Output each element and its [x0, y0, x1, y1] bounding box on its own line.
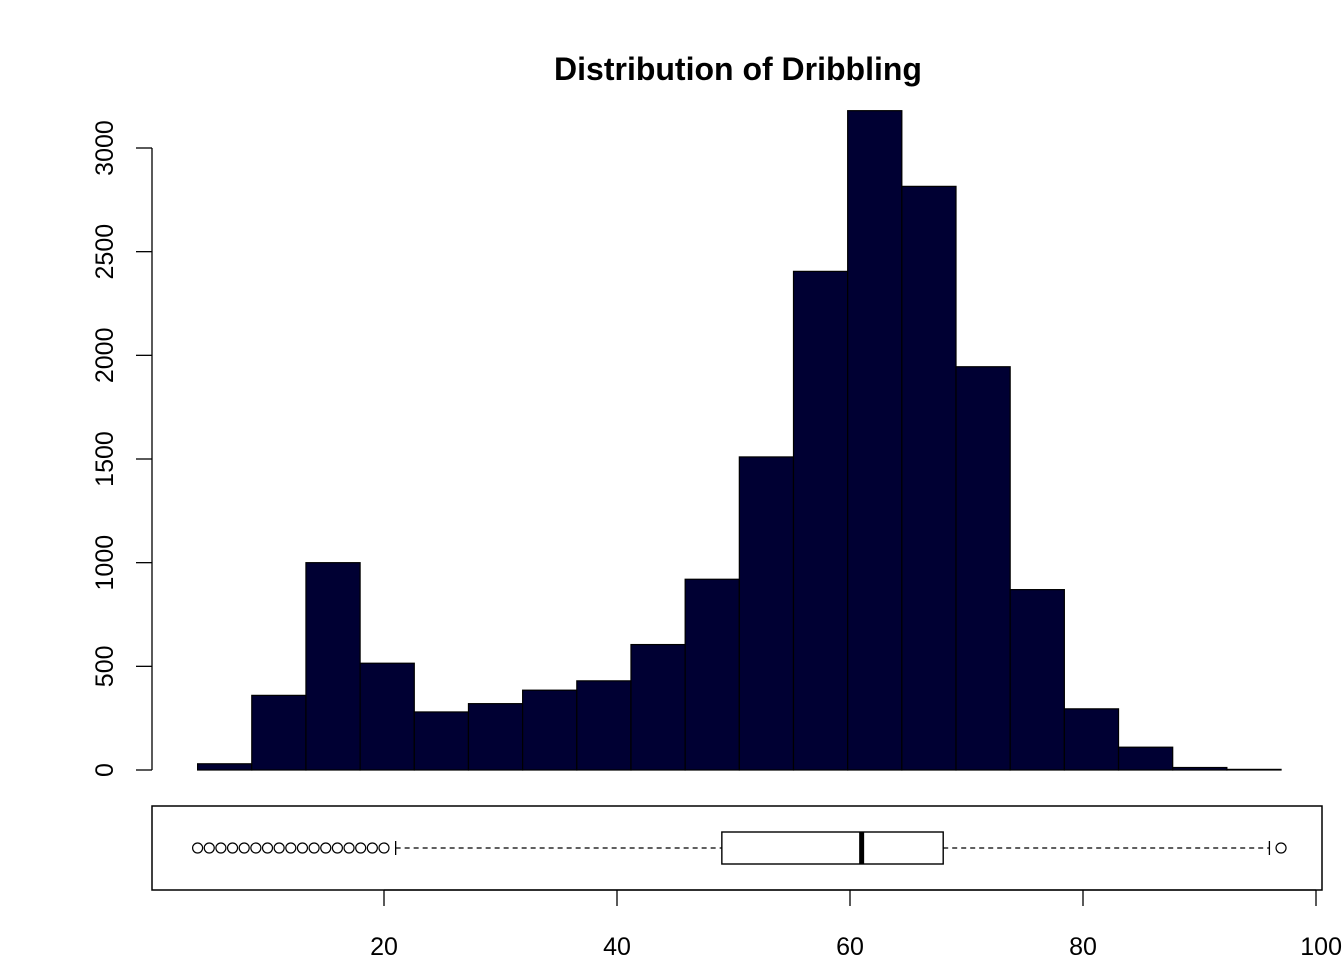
x-tick-label-1: 40: [603, 933, 631, 960]
histogram-bar-1: [251, 694, 307, 771]
x-tick-label-4: 100: [1300, 933, 1342, 960]
boxplot-outlier-0: [192, 842, 204, 854]
boxplot-outlier-10: [308, 842, 320, 854]
boxplot-outlier-3: [226, 842, 239, 854]
boxplot-outlier-16: [378, 842, 390, 854]
boxplot-outlier-17: [1275, 842, 1287, 854]
histogram-bar-0: [197, 763, 253, 771]
boxplot-outlier-13: [343, 842, 355, 854]
y-axis: 0 500 1000 1500 2000 2500 3000: [91, 120, 153, 777]
boxplot-outlier-7: [273, 842, 285, 854]
histogram-bar-9: [684, 578, 740, 771]
y-tick-label-6: 3000: [91, 120, 119, 176]
boxplot-outlier-9: [296, 842, 309, 854]
histogram-bar-7: [576, 680, 632, 771]
x-tick-label-2: 60: [836, 933, 864, 960]
boxplot-outlier-2: [215, 842, 227, 854]
y-tick-label-5: 2500: [91, 224, 119, 280]
x-tick-label-3: 80: [1069, 933, 1097, 960]
boxplot-outlier-8: [285, 842, 297, 854]
histogram-bar-11: [792, 270, 849, 771]
boxplot-outlier-12: [331, 842, 343, 854]
boxplot-outlier-15: [366, 842, 378, 854]
histogram-bar-5: [467, 703, 524, 771]
boxplot-outlier-5: [250, 842, 262, 854]
y-tick-label-4: 2000: [91, 328, 119, 384]
chart-title: Distribution of Dribbling: [554, 51, 922, 87]
histogram-bar-19: [1226, 768, 1282, 771]
boxplot: [151, 805, 1323, 891]
histogram-bar-4: [413, 711, 470, 771]
histogram-bar-6: [522, 689, 578, 771]
y-tick-label-3: 1500: [91, 431, 119, 487]
boxplot-outlier-4: [238, 842, 250, 854]
histogram-bar-2: [305, 562, 361, 771]
y-tick-label-2: 1000: [91, 535, 119, 591]
histogram-bar-15: [1009, 589, 1065, 771]
histogram-bar-10: [738, 456, 795, 771]
histogram-bar-18: [1172, 766, 1228, 771]
histogram-bar-12: [847, 110, 903, 771]
histogram-bars: [197, 110, 1282, 771]
histogram-bar-17: [1117, 746, 1174, 771]
x-axis: 20 40 60 80 100: [370, 889, 1342, 960]
histogram-bar-8: [630, 643, 686, 771]
boxplot-outlier-11: [320, 842, 332, 854]
boxplot-outlier-14: [355, 842, 367, 854]
x-tick-label-0: 20: [370, 933, 398, 960]
boxplot-outlier-6: [261, 842, 274, 854]
histogram-bar-16: [1063, 708, 1120, 771]
histogram-bar-14: [955, 366, 1011, 771]
y-tick-label-1: 500: [91, 645, 119, 687]
histogram-bar-13: [901, 185, 957, 771]
y-tick-label-0: 0: [91, 763, 119, 777]
boxplot-box: [721, 831, 944, 865]
histogram-bar-3: [359, 662, 415, 771]
boxplot-outlier-1: [203, 842, 215, 854]
